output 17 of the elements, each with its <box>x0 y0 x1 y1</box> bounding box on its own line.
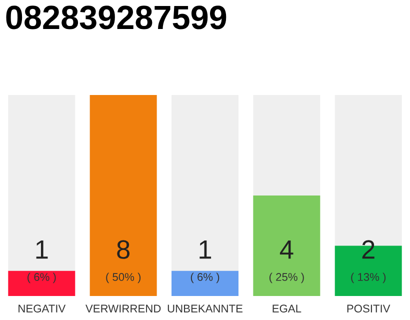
annotation: ( 13% ) <box>351 272 386 284</box>
annotation: ( 6% ) <box>190 272 220 284</box>
x-tick-label: UNBEKANNTE <box>168 304 242 312</box>
chart-title: 082839287599 <box>6 6 226 30</box>
x-tick-label: NEGATIV <box>18 304 66 312</box>
bar <box>172 270 238 296</box>
annotation: ( 6% ) <box>28 272 56 284</box>
x-tick-label: EGAL <box>272 304 302 312</box>
data-label: 1 <box>36 240 48 259</box>
x-tick-label: POSITIV <box>347 304 390 312</box>
annotation: ( 25% ) <box>269 272 304 284</box>
x-tick-label: VERWIRREND <box>86 304 161 312</box>
annotation: ( 50% ) <box>106 272 141 284</box>
data-label: 4 <box>280 240 294 259</box>
data-label: 1 <box>200 240 212 259</box>
data-label: 8 <box>117 240 130 259</box>
bar <box>8 270 76 296</box>
